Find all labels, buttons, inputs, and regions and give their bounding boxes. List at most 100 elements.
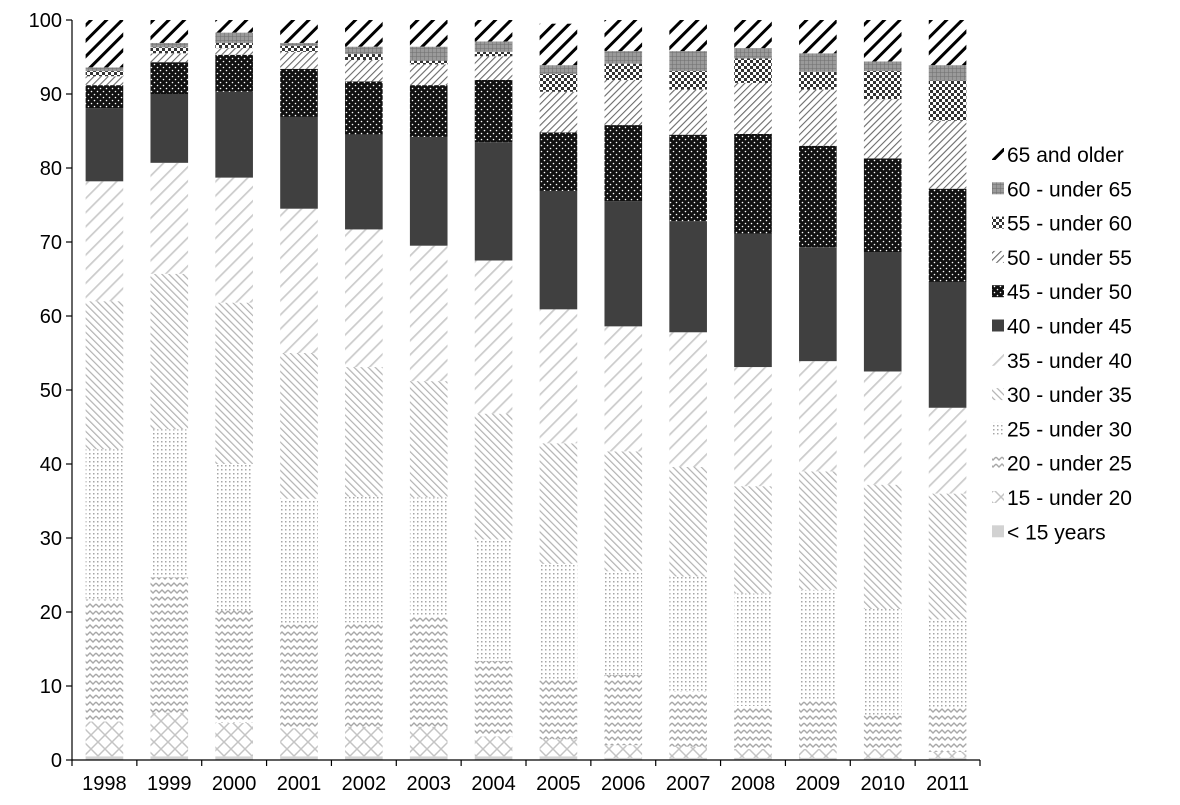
bar-segment [474, 260, 513, 414]
bar-segment [85, 756, 124, 760]
bar-segment [539, 91, 578, 133]
x-tick-label: 2003 [406, 773, 451, 795]
bar-segment [604, 757, 643, 760]
bar-segment [734, 757, 772, 760]
bar-segment [150, 20, 189, 43]
bar-segment [409, 615, 448, 727]
bar-segment [799, 145, 837, 248]
bar-segment [928, 188, 967, 282]
bar-segment [85, 301, 124, 450]
bar-segment [799, 589, 837, 701]
legend-swatch [992, 388, 1004, 401]
legend-label: 30 - under 35 [1007, 384, 1132, 407]
bar-segment [863, 484, 902, 610]
bar-segment [863, 158, 902, 253]
bar-segment [669, 51, 707, 72]
bar-segment [863, 371, 902, 485]
bar-segment [345, 46, 383, 55]
legend-item: < 15 years [992, 521, 1106, 544]
bar-segment [863, 71, 902, 100]
bar-stack-2003 [409, 20, 448, 760]
bar-segment [215, 42, 253, 49]
x-tick-label: 2010 [860, 773, 905, 795]
bar-segment [409, 64, 448, 86]
bar-segment [409, 85, 448, 137]
bar-segment [539, 132, 578, 191]
bar-segment [799, 20, 837, 54]
bar-segment [669, 757, 707, 760]
bar-stack-2010 [863, 20, 902, 760]
y-tick-label: 90 [40, 84, 62, 106]
legend-item: 50 - under 55 [992, 247, 1132, 270]
bar-segment [345, 622, 383, 727]
bar-segment [280, 728, 318, 757]
bar-segment [539, 74, 578, 92]
legend-item: 55 - under 60 [992, 213, 1132, 236]
bar-segment [863, 20, 902, 62]
bar-segment [474, 56, 513, 80]
legend-label: 25 - under 30 [1007, 418, 1132, 441]
bar-segment [799, 53, 837, 72]
bar-segment [215, 54, 253, 92]
bar-segment [799, 471, 837, 590]
bar-segment [928, 407, 967, 494]
bar-segment [150, 162, 189, 274]
legend-swatch [992, 456, 1004, 469]
legend-swatch [992, 422, 1004, 435]
bar-segment [799, 757, 837, 760]
bar-segment [345, 726, 383, 757]
legend-label: 55 - under 60 [1007, 213, 1132, 236]
bar-stack-2006 [604, 20, 643, 760]
bar-segment [669, 746, 707, 758]
bar-segment [150, 712, 189, 757]
bar-segment [604, 326, 643, 452]
bar-segment [539, 678, 578, 740]
bar-segment [85, 599, 124, 722]
bar-segment [669, 221, 707, 333]
bar-stack-2004 [474, 20, 513, 760]
y-tick-label: 50 [40, 380, 62, 402]
bar-segment [474, 51, 513, 57]
bar-segment [863, 748, 902, 758]
bar-segment [669, 134, 707, 222]
legend: 65 and older 60 - under 65 55 - under 60 50… [992, 144, 1132, 544]
legend-swatch [992, 525, 1004, 538]
bar-segment [669, 576, 707, 692]
bar-segment [863, 757, 902, 760]
bar-stack-2001 [280, 20, 318, 760]
bar-segment [150, 429, 189, 578]
bar-segment [280, 20, 318, 43]
bar-segment [215, 91, 253, 178]
legend-item: 25 - under 30 [992, 418, 1132, 441]
bar-segment [150, 756, 189, 760]
bar-segment [604, 201, 643, 327]
bar-segment [345, 81, 383, 135]
legend-label: 20 - under 25 [1007, 453, 1132, 476]
legend-label: < 15 years [1007, 521, 1106, 544]
legend-swatch [992, 250, 1004, 263]
bar-segment [409, 20, 448, 47]
legend-label: 45 - under 50 [1007, 281, 1132, 304]
y-tick-label: 70 [40, 232, 62, 254]
bar-segment [215, 723, 253, 757]
bar-stack-2000 [215, 20, 253, 760]
legend-item: 20 - under 25 [992, 453, 1132, 476]
bar-stack-2008 [734, 20, 772, 760]
bar-segment [345, 229, 383, 368]
bar-segment [669, 89, 707, 135]
bar-segment [280, 45, 318, 52]
bar-segment [409, 46, 448, 61]
legend-label: 15 - under 20 [1007, 487, 1132, 510]
bar-segment [604, 79, 643, 126]
x-tick-label: 2004 [471, 773, 516, 795]
bar-segment [345, 59, 383, 82]
x-tick-label: 2005 [536, 773, 581, 795]
bar-segment [863, 252, 902, 372]
y-tick-label: 30 [40, 528, 62, 550]
x-tick-label: 2007 [666, 773, 711, 795]
bar-segment [280, 756, 318, 760]
bar-segment [215, 32, 253, 43]
bars-area [85, 20, 967, 760]
y-tick-label: 60 [40, 306, 62, 328]
